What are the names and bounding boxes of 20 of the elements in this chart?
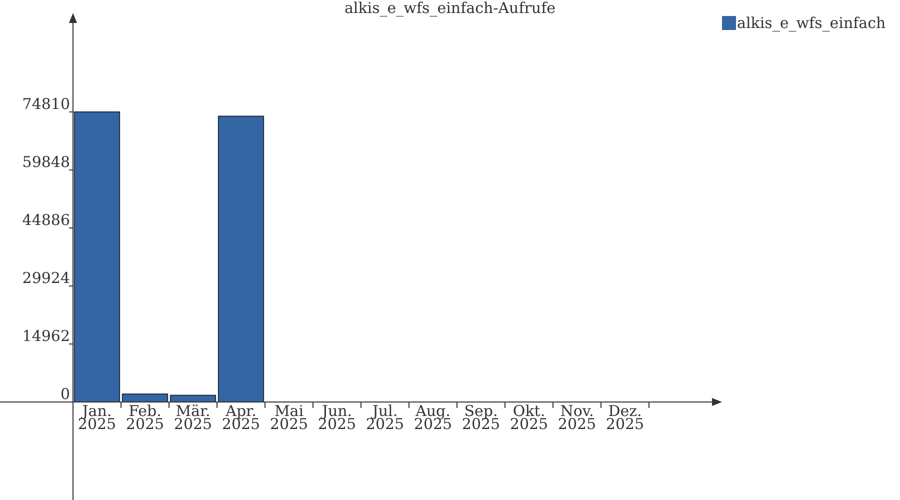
chart-title: alkis_e_wfs_einfach-Aufrufe (344, 0, 556, 17)
y-tick-label: 29924 (22, 268, 70, 287)
x-tick-label: Mai 2025 (270, 402, 308, 433)
x-tick-label: Sep. 2025 (462, 402, 500, 433)
y-tick-label: 59848 (22, 152, 70, 171)
y-tick-label: 14962 (22, 326, 70, 345)
y-tick-label: 74810 (22, 94, 70, 113)
x-tick-label: Jul. 2025 (366, 402, 404, 433)
x-tick-label: Jun. 2025 (318, 402, 356, 433)
x-tick-label: Dez. 2025 (606, 402, 644, 433)
y-tick-label: 0 (60, 385, 70, 403)
y-tick-label: 44886 (22, 210, 70, 229)
legend-label: alkis_e_wfs_einfach (737, 14, 886, 32)
x-tick-label: Okt. 2025 (510, 402, 548, 433)
x-tick-label: Feb. 2025 (126, 402, 164, 433)
x-tick-label: Mär. 2025 (174, 402, 212, 433)
x-tick-label: Aug. 2025 (414, 402, 452, 433)
x-tick-label: Apr. 2025 (222, 402, 260, 433)
x-tick-label: Nov. 2025 (558, 402, 596, 433)
x-tick-label: Jan. 2025 (78, 402, 116, 433)
